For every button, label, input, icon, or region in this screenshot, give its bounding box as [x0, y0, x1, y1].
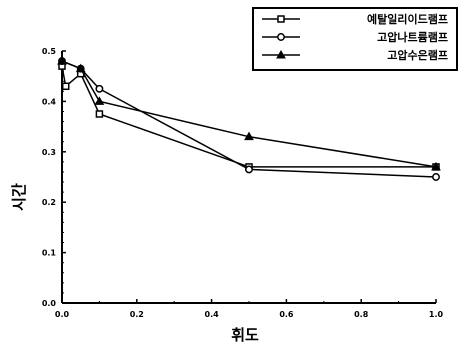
- y-tick-label: 0.0: [42, 299, 57, 308]
- triangle-marker: [276, 49, 286, 59]
- legend-label: 고압수은램프: [387, 48, 448, 62]
- legend-entry-2: 고압나트륨램프: [262, 30, 448, 44]
- x-tick-label: 0.4: [205, 310, 220, 319]
- series-line: [61, 60, 437, 178]
- x-tick-label: 1.0: [429, 310, 444, 319]
- triangle-marker: [94, 96, 105, 105]
- circle-marker: [245, 165, 253, 174]
- x-axis-label: 휘도: [231, 326, 259, 344]
- triangle-marker: [57, 56, 67, 65]
- series-line: [61, 65, 436, 168]
- triangle-marker: [75, 63, 86, 73]
- x-tick-label: 0.2: [130, 310, 144, 319]
- y-axis-label: 시간: [10, 183, 28, 211]
- axis-ticks: 0.0 0.1 0.2 0.3 0.4 0.5 0.0 0.2 0.4 0.6 0.8 1.0: [42, 47, 444, 319]
- series-3: [57, 56, 441, 171]
- legend-entry-3: 고압수은램프: [262, 48, 448, 62]
- triangle-marker: [431, 161, 441, 171]
- y-tick-label: 0.3: [42, 148, 56, 157]
- circle-marker: [432, 173, 440, 181]
- series-line: [61, 60, 437, 168]
- triangle-marker: [244, 131, 254, 141]
- square-marker: [277, 15, 285, 23]
- y-tick-label: 0.4: [42, 97, 57, 106]
- circle-marker: [277, 33, 285, 41]
- series-layer: [57, 56, 441, 181]
- x-tick-label: 0.0: [55, 310, 70, 319]
- circle-marker: [95, 84, 104, 93]
- x-tick-label: 0.6: [279, 310, 294, 319]
- square-marker: [95, 110, 104, 118]
- square-marker: [61, 82, 70, 91]
- x-tick-label: 0.8: [354, 310, 369, 319]
- y-tick-label: 0.2: [42, 198, 56, 207]
- legend-entry-1: 예탈일리이드램프: [262, 12, 448, 26]
- y-tick-label: 0.5: [42, 47, 57, 56]
- legend-label: 예탈일리이드램프: [367, 12, 448, 26]
- series-1: [58, 62, 440, 171]
- plot-area: [61, 51, 436, 304]
- y-tick-label: 0.1: [42, 249, 57, 258]
- legend-label: 고압나트륨램프: [377, 30, 448, 44]
